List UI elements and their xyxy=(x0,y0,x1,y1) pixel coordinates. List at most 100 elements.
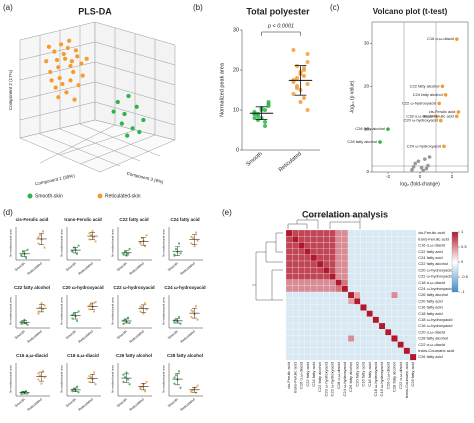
subplot-title: C24 fatty acid xyxy=(170,217,200,222)
heatmap-cell xyxy=(378,273,386,280)
point xyxy=(94,383,97,386)
heatmap-cell xyxy=(360,242,367,249)
heatmap-cell xyxy=(366,285,373,293)
heatmap-cell xyxy=(354,335,361,342)
point xyxy=(58,41,64,47)
heatmap-cell xyxy=(372,260,380,268)
heatmap-cell xyxy=(316,316,324,324)
heatmap-cell xyxy=(335,304,342,311)
heatmap-cell xyxy=(403,316,411,324)
point xyxy=(263,120,268,124)
heatmap-cell xyxy=(285,291,293,299)
heatmap-cell xyxy=(354,341,361,348)
heatmap-cell xyxy=(304,329,311,336)
heatmap-cell xyxy=(354,279,361,286)
heatmap-cell xyxy=(335,260,342,268)
heatmap-cell xyxy=(298,285,305,293)
dendrogram xyxy=(252,215,361,301)
point xyxy=(439,118,443,123)
point xyxy=(111,109,117,115)
heatmap-cell xyxy=(403,291,411,299)
significance-bracket xyxy=(261,31,301,36)
y-axis-label: Normalized peak area xyxy=(9,365,13,393)
point xyxy=(126,378,130,381)
heatmap-cell xyxy=(335,341,342,348)
heatmap-cell xyxy=(354,248,361,255)
heatmap-cell xyxy=(403,260,411,268)
heatmap-cell xyxy=(366,229,373,237)
heatmap-cell xyxy=(285,242,293,249)
heatmap-cell xyxy=(298,260,305,268)
heatmap-cell xyxy=(354,260,361,268)
heatmap-cell xyxy=(329,298,336,305)
heatmap-cell xyxy=(310,335,318,342)
point xyxy=(92,371,96,374)
heatmap-cell xyxy=(316,322,324,330)
heatmap-cell xyxy=(360,329,367,336)
x-tick-label: Smooth xyxy=(65,397,77,408)
point xyxy=(72,97,77,103)
point xyxy=(26,323,29,326)
heatmap-cell xyxy=(329,236,336,243)
point xyxy=(122,380,125,383)
heatmap-cell xyxy=(341,229,349,237)
point-label: C28 fatty alcohol xyxy=(347,139,377,144)
column-label: trans-Ferulic acid xyxy=(292,362,297,393)
panel-label: (d) xyxy=(3,208,13,217)
point xyxy=(440,84,445,89)
point xyxy=(294,86,299,90)
heatmap-cell xyxy=(310,267,318,274)
row-label: C18 α,ω-diacid xyxy=(418,280,445,285)
heatmap-cell xyxy=(409,267,417,274)
x-tick-label: Smooth xyxy=(14,329,26,340)
point xyxy=(51,49,57,55)
heatmap-cell xyxy=(316,279,324,286)
heatmap-cell xyxy=(354,304,361,311)
heatmap-cell xyxy=(323,285,330,293)
legend-marker xyxy=(97,193,103,199)
heatmap-cell xyxy=(397,229,404,237)
point xyxy=(24,389,28,393)
heatmap-cell xyxy=(366,236,373,243)
point xyxy=(88,238,91,241)
point xyxy=(190,309,193,312)
heatmap-cell xyxy=(292,353,299,361)
point xyxy=(122,111,127,117)
point xyxy=(252,116,257,120)
heatmap-cell xyxy=(292,316,299,324)
heatmap-cell xyxy=(347,285,355,293)
heatmap-cell xyxy=(329,260,336,268)
heatmap-cell xyxy=(335,316,342,324)
heatmap-cell xyxy=(354,322,361,330)
heatmap-cell xyxy=(341,329,349,336)
heatmap-cell xyxy=(372,310,380,317)
heatmap-cell xyxy=(397,341,404,348)
subplot-title: C28 fatty alcohol xyxy=(167,353,203,358)
row-label: C22 fatty alcohol xyxy=(418,261,448,266)
heatmap-cell xyxy=(329,279,336,286)
heatmap-cell xyxy=(316,248,324,255)
heatmap-cell xyxy=(391,236,398,243)
heatmap-cell xyxy=(378,347,386,355)
heatmap-cell xyxy=(366,353,373,361)
point xyxy=(71,317,74,320)
point xyxy=(37,378,40,381)
row-label: C26 fatty alcohol xyxy=(418,292,448,297)
point xyxy=(252,112,257,116)
heatmap-cell xyxy=(347,229,355,237)
heatmap-cell xyxy=(335,273,342,280)
y-tick-label: 30 xyxy=(233,27,239,33)
heatmap-cell xyxy=(360,267,367,274)
heatmap-cell xyxy=(385,329,392,336)
heatmap-cell xyxy=(397,260,404,268)
heatmap-cell xyxy=(316,335,324,342)
point xyxy=(437,101,442,106)
heatmap-cell xyxy=(391,273,398,280)
x-tick-label: Smooth xyxy=(167,261,179,272)
heatmap-cell xyxy=(285,353,293,361)
point xyxy=(305,60,310,64)
point xyxy=(46,44,52,50)
x-tick-label: 2 xyxy=(451,174,454,179)
point xyxy=(84,56,90,62)
point xyxy=(122,252,125,256)
